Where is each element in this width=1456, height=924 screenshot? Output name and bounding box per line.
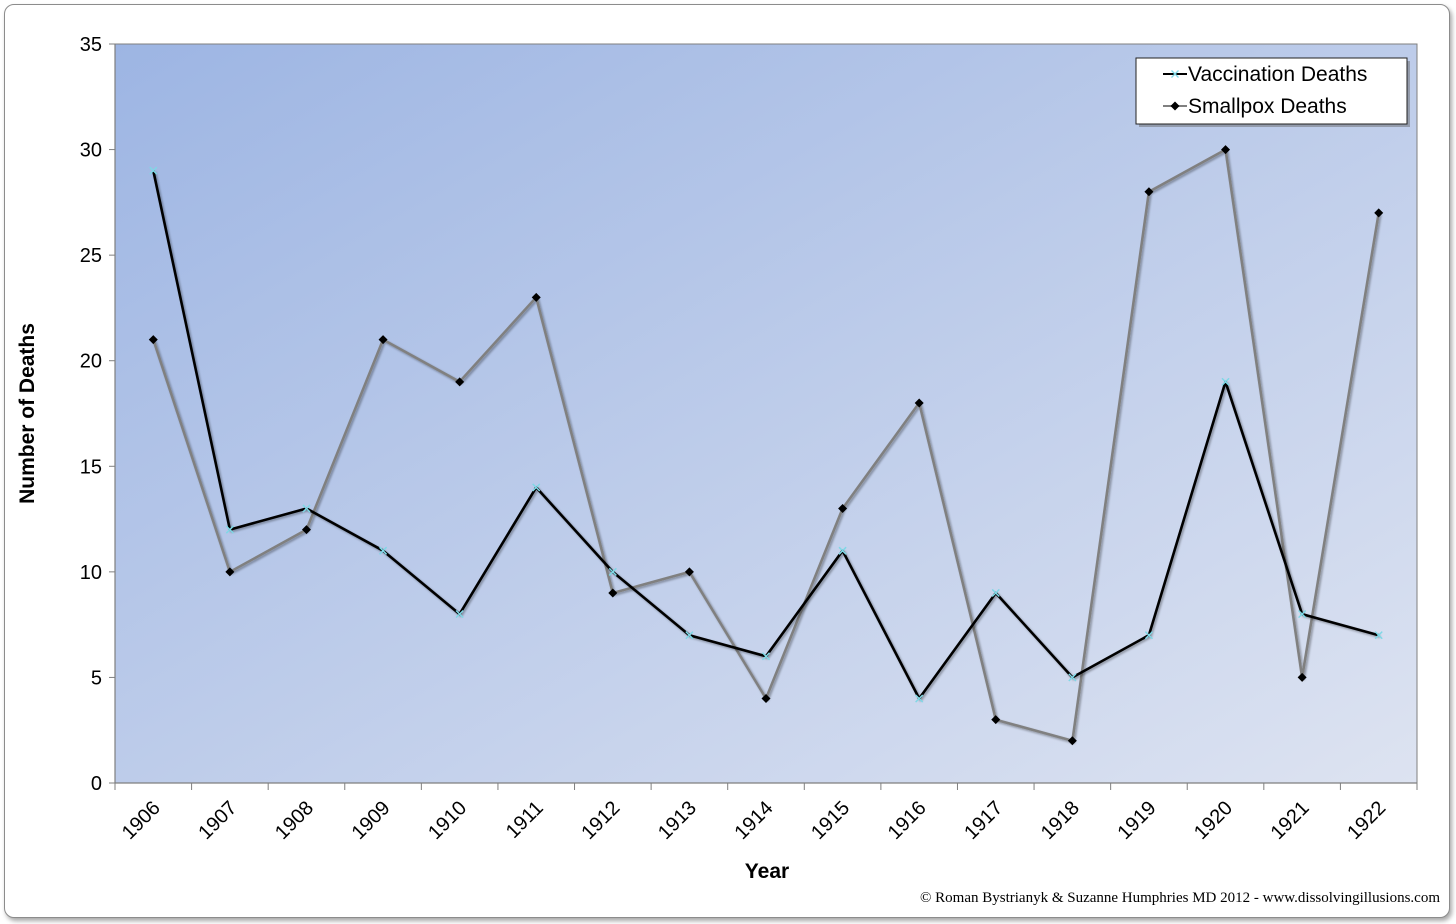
data-point-smallpox-deaths: [761, 694, 771, 704]
data-point-vaccination-deaths: [149, 166, 158, 175]
y-tick-label: 20: [80, 351, 102, 373]
data-point-vaccination-deaths: [379, 546, 388, 555]
plot-area: [114, 43, 1418, 784]
x-tick-label: 1912: [577, 797, 624, 844]
data-point-smallpox-deaths: [914, 398, 924, 408]
legend-label-vaccination-deaths: Vaccination Deaths: [1188, 63, 1367, 86]
legend: Vaccination Deaths Smallpox Deaths: [1135, 57, 1410, 127]
y-tick-label: 25: [80, 245, 102, 267]
x-tick-label: 1921: [1267, 797, 1314, 844]
data-point-vaccination-deaths: [302, 504, 311, 513]
x-tick-label: 1917: [960, 797, 1007, 844]
y-tick-label: 15: [80, 456, 102, 478]
legend-label-smallpox-deaths: Smallpox Deaths: [1188, 95, 1347, 118]
x-tick-label: 1916: [884, 797, 931, 844]
y-tick-label: 5: [91, 667, 102, 689]
legend-box: [1135, 57, 1408, 125]
data-point-smallpox-deaths: [991, 715, 1001, 725]
series-markers-top-vaccination-deaths: [149, 166, 1383, 703]
data-point-smallpox-deaths: [378, 335, 388, 345]
data-point-smallpox-deaths: [1067, 736, 1077, 746]
x-tick-label: 1922: [1343, 797, 1390, 844]
data-point-vaccination-deaths: [685, 631, 694, 640]
x-tick-label: 1906: [118, 797, 165, 844]
data-point-vaccination-deaths: [762, 652, 770, 661]
y-tick-label: 10: [80, 562, 102, 584]
data-point-smallpox-deaths: [1374, 208, 1384, 218]
y-tick-label: 0: [91, 773, 102, 795]
data-point-vaccination-deaths: [1144, 631, 1153, 640]
data-point-vaccination-deaths: [532, 483, 541, 492]
data-point-smallpox-deaths: [608, 588, 618, 598]
data-point-smallpox-deaths: [225, 567, 235, 577]
x-tick-label: 1907: [194, 797, 241, 844]
series-layer: [148, 145, 1384, 746]
data-point-smallpox-deaths: [531, 292, 541, 302]
x-tick-label: 1918: [1037, 797, 1084, 844]
data-point-vaccination-deaths: [838, 546, 847, 555]
x-tick-label: 1913: [654, 797, 701, 844]
data-point-smallpox-deaths: [1144, 187, 1154, 197]
legend-marker-smallpox-deaths: [1170, 101, 1180, 111]
x-tick-label: 1911: [502, 797, 548, 843]
x-tick-label: 1915: [807, 797, 854, 844]
data-point-smallpox-deaths: [1297, 672, 1307, 682]
x-tick-label: 1909: [348, 797, 395, 844]
data-point-smallpox-deaths: [148, 335, 158, 345]
data-point-smallpox-deaths: [455, 377, 465, 387]
data-point-vaccination-deaths: [1298, 610, 1307, 619]
data-point-vaccination-deaths: [225, 525, 234, 534]
data-point-vaccination-deaths: [1221, 377, 1230, 386]
series-smallpox-deaths: [148, 145, 1384, 746]
x-tick-label: 1908: [271, 797, 318, 844]
copyright-notice: © Roman Bystrianyk & Suzanne Humphries M…: [920, 890, 1440, 906]
x-tick-label: 1920: [1190, 797, 1237, 844]
legend-marker-vaccination-deaths: [1171, 70, 1179, 78]
data-point-vaccination-deaths: [991, 589, 1000, 597]
data-point-smallpox-deaths: [1221, 145, 1231, 155]
data-point-vaccination-deaths: [1374, 631, 1383, 640]
x-tick-label: 1919: [1113, 797, 1160, 844]
y-tick-label: 35: [80, 34, 102, 56]
x-tick-label: 1914: [731, 797, 778, 844]
data-point-vaccination-deaths: [915, 694, 924, 703]
data-point-vaccination-deaths: [608, 567, 617, 576]
y-tick-label: 30: [80, 140, 102, 162]
x-tick-label: 1910: [424, 797, 471, 844]
data-point-vaccination-deaths: [455, 610, 464, 619]
y-axis-title: Number of Deaths: [16, 323, 39, 504]
x-axis-title: Year: [745, 860, 789, 883]
data-point-smallpox-deaths: [838, 504, 848, 514]
data-point-smallpox-deaths: [684, 567, 694, 577]
data-point-vaccination-deaths: [1068, 673, 1077, 682]
data-point-smallpox-deaths: [301, 525, 311, 535]
